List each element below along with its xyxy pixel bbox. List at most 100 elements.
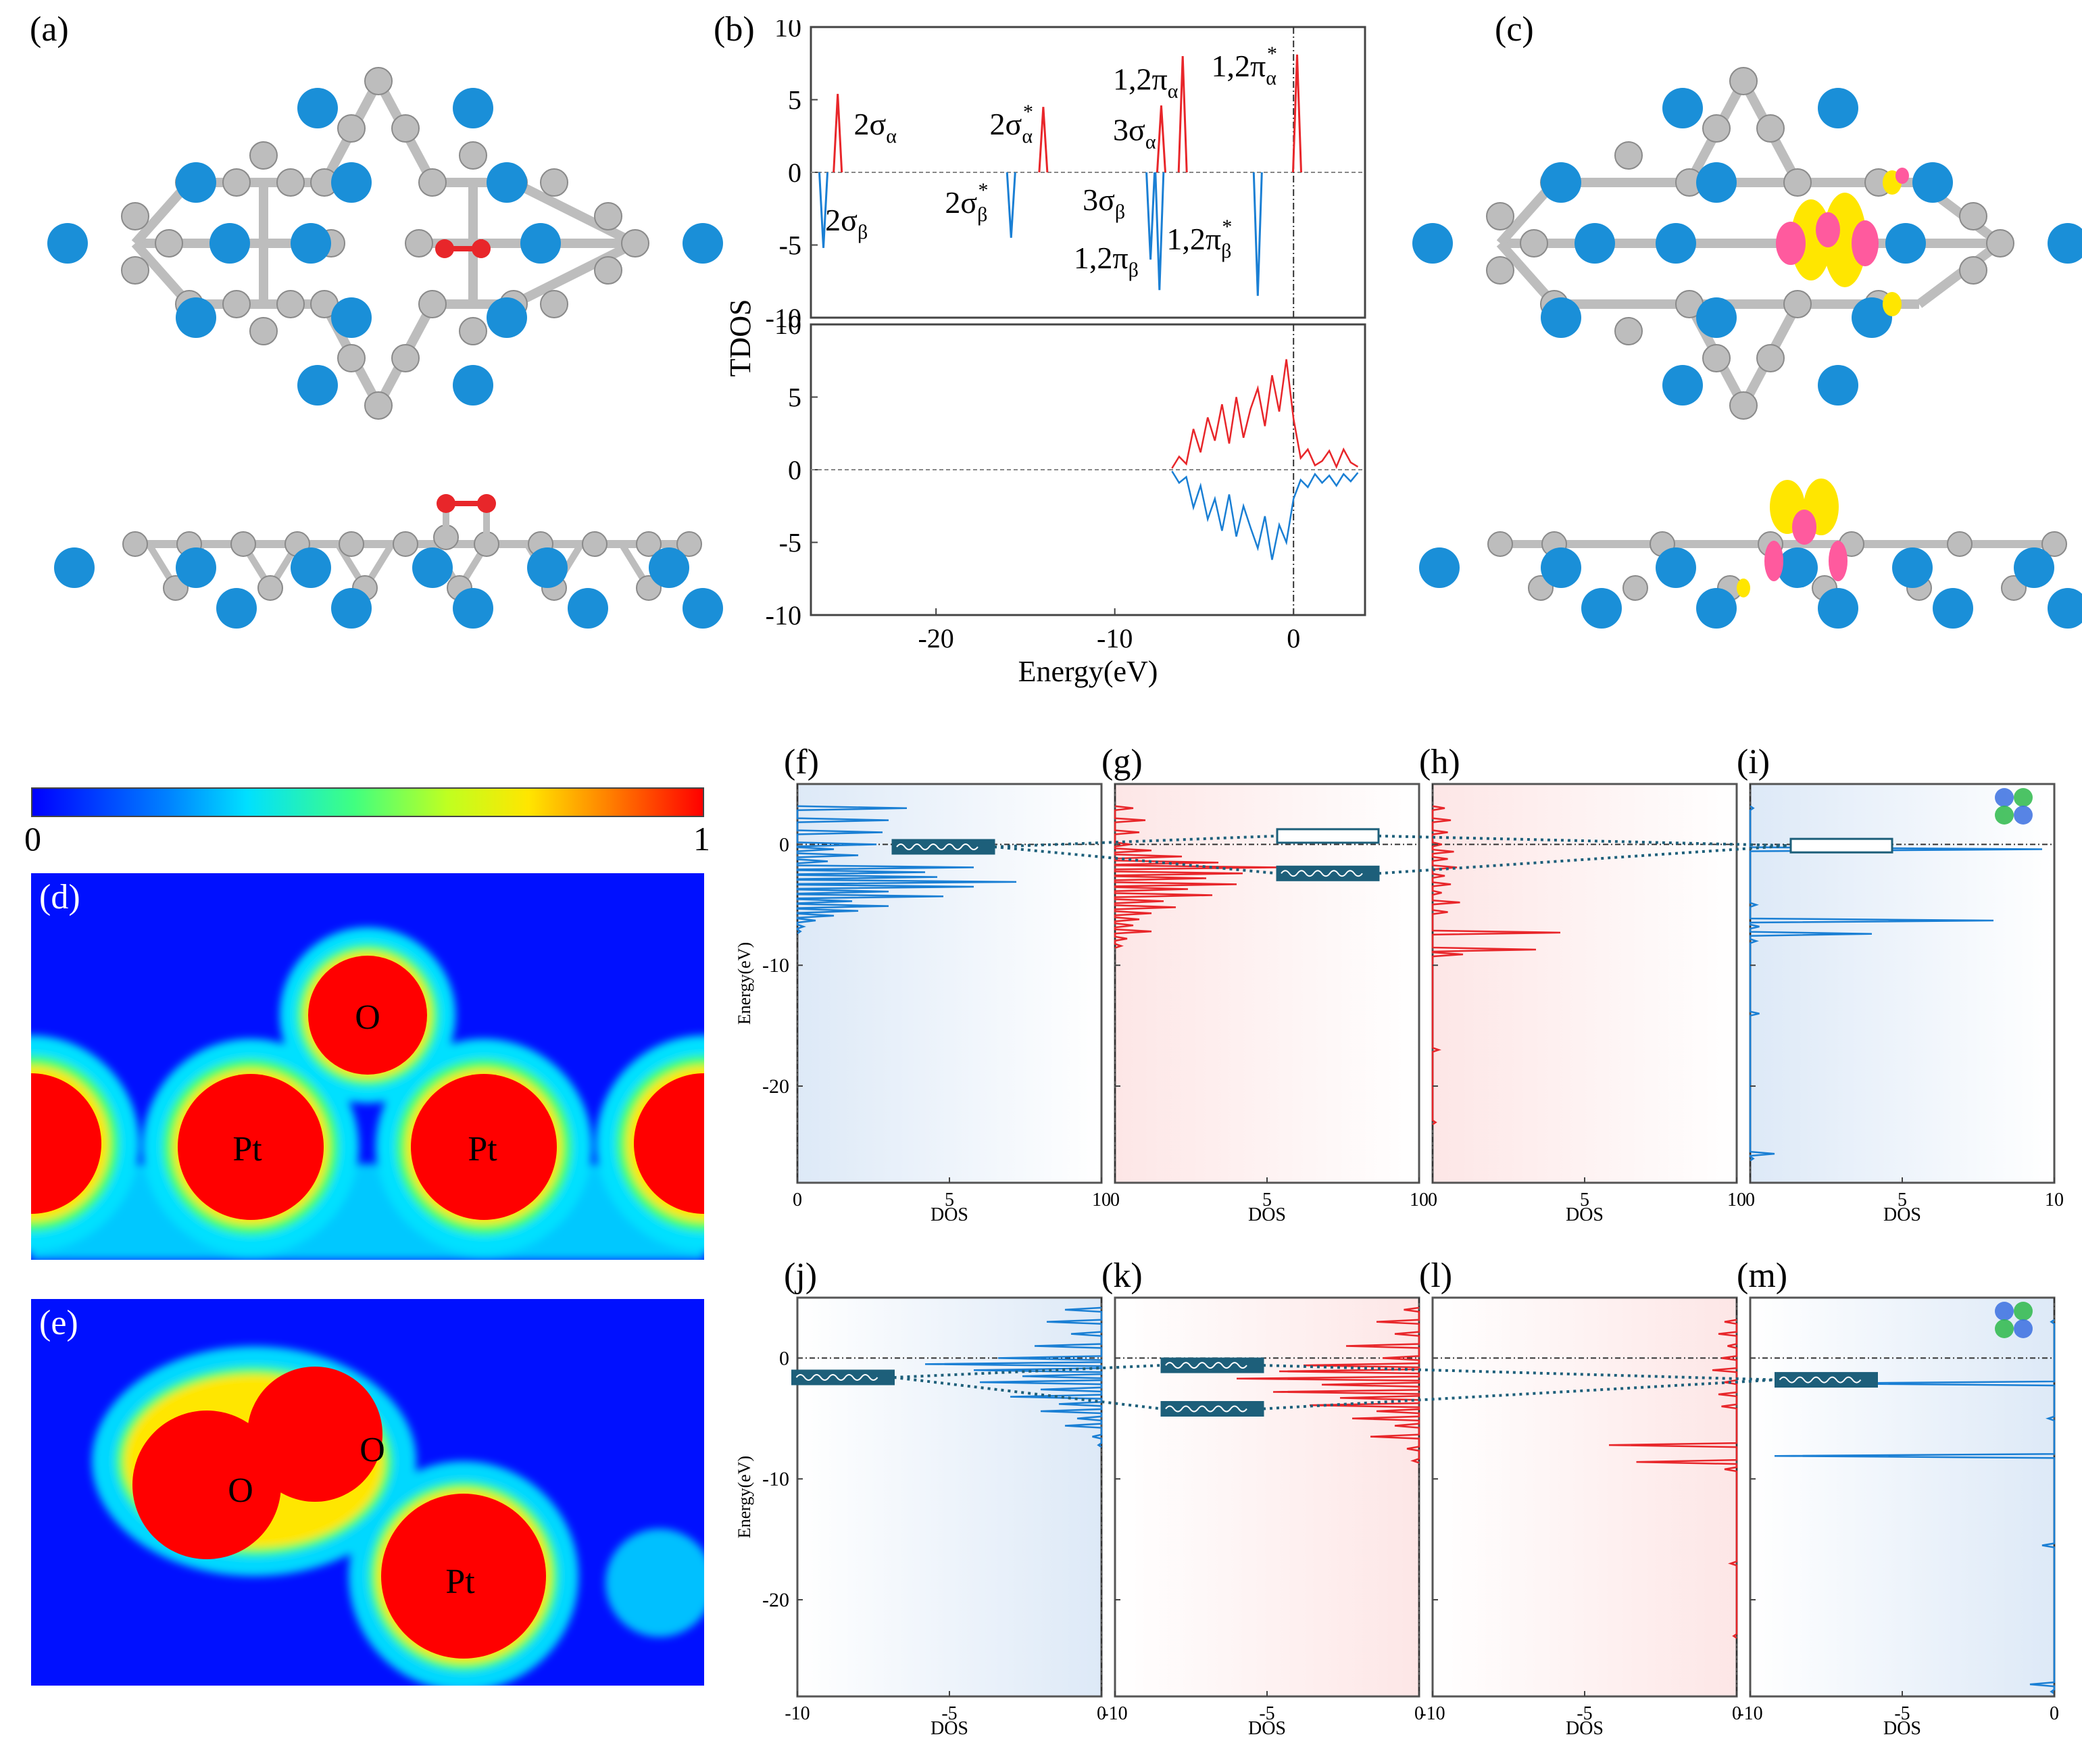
panel-label-j: (j) — [784, 1256, 817, 1295]
orbital-icon — [2014, 788, 2033, 807]
tdos-peak-alpha — [1038, 107, 1049, 173]
elf-d-atom-Pt-right: Pt — [468, 1130, 497, 1169]
pdos-curve-k — [1236, 1306, 1420, 1464]
pdos-panel-g: 0 5 10 DOS (g) — [1101, 743, 1429, 1225]
tdos-series-alpha — [1171, 359, 1359, 469]
tdos-annotation: 2σβ* — [945, 179, 988, 226]
orbital-icon — [1995, 1302, 2014, 1321]
tdos-ytick-label: 0 — [788, 157, 801, 188]
pdos-xtick-label: -10 — [1102, 1703, 1127, 1724]
pdos-xtick-label: 0 — [1110, 1190, 1120, 1210]
tdos-peak-alpha — [1156, 105, 1166, 173]
tdos-xtick-label: -20 — [918, 623, 953, 654]
tdos-series-beta — [1171, 470, 1359, 560]
tdos-annotation: 2σα* — [990, 101, 1034, 147]
hybrid-state-box-pattern — [795, 1374, 878, 1381]
hybrid-state-box — [1775, 1372, 1878, 1388]
panel-label-i: (i) — [1737, 743, 1770, 781]
pdos-curve-l — [1608, 1319, 1738, 1639]
tdos-peak-beta — [1154, 172, 1165, 291]
charge-density-c — [1412, 67, 2082, 629]
hybrid-state-box — [1789, 837, 1893, 854]
pdos-ytick-label: -10 — [762, 1468, 789, 1490]
pdos-xtick-label: 0 — [1745, 1190, 1755, 1210]
pdos-xtick-label: -5 — [1894, 1703, 1910, 1724]
pdos-xtick-label: 5 — [1262, 1190, 1272, 1210]
pdos-ytick-label: -10 — [762, 954, 789, 977]
panel-label-a: (a) — [30, 10, 69, 49]
structure-a-top-view — [47, 67, 723, 420]
pdos-panel-k: -10 -5 0 DOS (k) — [1101, 1256, 1424, 1739]
tdos-ytick-label: 5 — [788, 383, 801, 413]
hybrid-connector — [993, 845, 1278, 875]
tdos-peak-alpha — [833, 93, 843, 173]
panel-label-c: (c) — [1495, 10, 1534, 49]
panel-label-b: (b) — [714, 10, 755, 49]
tdos-xtick-label: -10 — [1097, 623, 1133, 654]
hybrid-state-box — [791, 1369, 895, 1386]
structure-a-side-view — [54, 494, 723, 629]
pdos-xtick-label: 10 — [2045, 1190, 2064, 1210]
pdos-ylabel: Energy(eV) — [735, 1456, 754, 1538]
orbital-icon — [2014, 1319, 2033, 1338]
pdos-xtick-label: -5 — [1259, 1703, 1274, 1724]
tdos-annotation: 2σα — [853, 107, 897, 147]
hybrid-state-box — [891, 839, 995, 855]
hybrid-state-box-pattern — [1165, 1362, 1247, 1369]
elf-e-atom-Pt: Pt — [445, 1563, 475, 1601]
pdos-xlabel: DOS — [1883, 1718, 1921, 1739]
colorbar — [31, 787, 704, 817]
orbital-icon — [2014, 806, 2033, 825]
tdos-chart-b: TDOS 10 5 0 -5 -10 2σα 2σα* 1,2πα 3σα 1,2πα* 2σβ 2σβ… — [730, 20, 1366, 688]
tdos-ytick-label: 10 — [774, 20, 801, 43]
pdos-xtick-label: 0 — [1428, 1190, 1437, 1210]
hybrid-connector — [1262, 1364, 1776, 1381]
pdos-frame — [1431, 783, 1738, 1184]
pdos-xtick-label: 0 — [1097, 1703, 1106, 1724]
elf-e-atom-O-left: O — [228, 1471, 253, 1510]
pdos-panel-j: 0 -10 -20 -10 -5 0 DOS Energy(eV) (j) — [735, 1256, 1106, 1739]
pdos-xtick-label: 0 — [1414, 1703, 1424, 1724]
tdos-xtick-label: 0 — [1287, 623, 1300, 654]
pdos-ylabel: Energy(eV) — [735, 942, 754, 1025]
tdos-annotation: 3σα — [1113, 113, 1156, 153]
pdos-ytick-label: 0 — [779, 1347, 789, 1369]
tdos-ytick-label: -5 — [779, 230, 801, 261]
colorbar-max-label: 1 — [693, 820, 710, 858]
tdos-annotation: 1,2πα* — [1212, 43, 1277, 89]
hybrid-connector — [1378, 844, 1791, 875]
pdos-ytick-label: -20 — [762, 1075, 789, 1098]
panel-label-k: (k) — [1101, 1256, 1143, 1295]
pdos-xtick-label: 0 — [1732, 1703, 1741, 1724]
pdos-panel-i: 0 5 10 DOS (i) — [1737, 743, 2064, 1225]
pdos-xtick-label: -10 — [1420, 1703, 1445, 1724]
charge-side-view — [1419, 479, 2082, 629]
hybrid-state-box-pattern — [1281, 870, 1363, 877]
pdos-xlabel: DOS — [1566, 1718, 1604, 1739]
tdos-ytick-label: -10 — [766, 600, 801, 631]
tdos-annotation: 2σβ — [825, 203, 868, 243]
elf-e-atom-O-right: O — [360, 1431, 385, 1469]
pdos-xlabel: DOS — [1883, 1204, 1921, 1225]
pdos-xtick-label: 0 — [2050, 1703, 2059, 1724]
pdos-curve-j — [924, 1306, 1103, 1448]
pdos-xlabel: DOS — [1566, 1204, 1604, 1225]
hybrid-state-box — [1160, 1357, 1264, 1373]
orbital-icon — [2014, 1302, 2033, 1321]
pdos-xtick-label: -5 — [941, 1703, 957, 1724]
hybrid-state-box — [1276, 828, 1380, 844]
elf-map-e: O O Pt — [31, 1299, 704, 1686]
panel-label-e: (e) — [39, 1304, 78, 1342]
panel-label-f: (f) — [784, 743, 819, 781]
pdos-xtick-label: 10 — [1727, 1190, 1746, 1210]
panel-label-g: (g) — [1101, 743, 1143, 781]
pdos-xtick-label: 5 — [945, 1190, 954, 1210]
tdos-annotation: 3σβ — [1083, 182, 1125, 223]
tdos-ylabel: TDOS — [730, 299, 757, 377]
pdos-xlabel: DOS — [931, 1204, 968, 1225]
pdos-xtick-label: 0 — [793, 1190, 802, 1210]
pdos-curve-g — [1114, 805, 1280, 949]
pdos-xtick-label: 10 — [1410, 1190, 1429, 1210]
hybrid-connector — [893, 1376, 1162, 1411]
